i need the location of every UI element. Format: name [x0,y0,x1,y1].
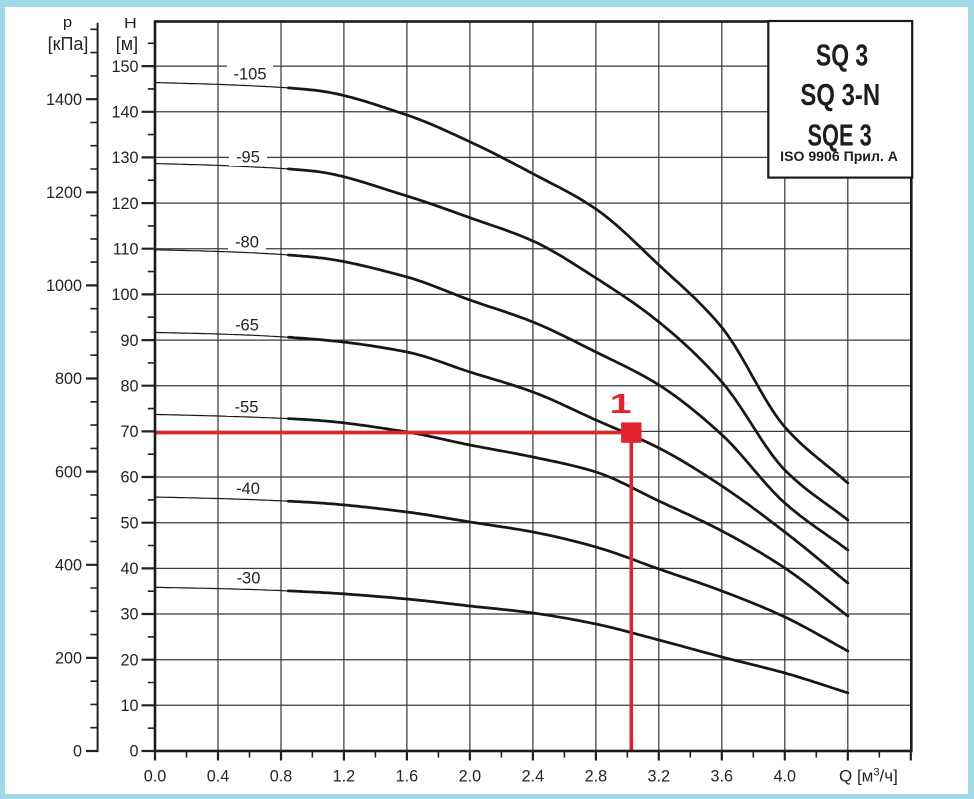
svg-text:40: 40 [120,560,138,578]
svg-text:20: 20 [120,651,138,669]
svg-text:0.8: 0.8 [270,768,293,786]
svg-text:1400: 1400 [46,91,82,109]
svg-text:120: 120 [111,195,138,213]
svg-text:3.6: 3.6 [711,768,734,786]
svg-text:2.8: 2.8 [585,768,608,786]
svg-text:-95: -95 [236,149,260,167]
svg-text:3.2: 3.2 [648,768,671,786]
svg-text:50: 50 [120,514,138,532]
svg-text:70: 70 [120,423,138,441]
svg-text:1.2: 1.2 [333,768,356,786]
svg-text:0: 0 [73,743,82,761]
svg-text:800: 800 [55,370,82,388]
svg-text:p: p [63,15,73,31]
svg-text:H: H [124,16,137,32]
svg-text:-80: -80 [235,234,259,252]
svg-text:600: 600 [55,463,82,481]
svg-text:-105: -105 [233,66,266,84]
svg-text:80: 80 [120,377,138,395]
svg-text:1.6: 1.6 [396,768,419,786]
svg-text:110: 110 [113,240,139,258]
svg-text:-55: -55 [235,399,259,417]
svg-text:1: 1 [610,388,632,419]
svg-text:SQ 3: SQ 3 [816,38,868,73]
svg-text:[кПа]: [кПа] [48,34,89,54]
svg-text:0: 0 [129,743,138,761]
svg-text:100: 100 [111,286,138,304]
svg-text:1200: 1200 [46,184,82,202]
svg-text:ISO 9906 Прил. А: ISO 9906 Прил. А [780,149,898,164]
svg-text:0.0: 0.0 [144,768,167,786]
svg-text:4.0: 4.0 [774,768,797,786]
svg-text:2.4: 2.4 [522,768,545,786]
svg-text:60: 60 [120,469,138,487]
svg-text:150: 150 [111,58,138,76]
svg-text:-65: -65 [235,317,259,335]
svg-text:0.4: 0.4 [207,768,230,786]
svg-text:140: 140 [111,104,138,122]
svg-text:SQ 3-N: SQ 3-N [800,77,880,112]
svg-text:30: 30 [120,606,138,624]
svg-text:130: 130 [111,149,138,167]
svg-text:-30: -30 [237,570,261,588]
svg-text:2.0: 2.0 [459,768,482,786]
svg-text:400: 400 [55,557,82,575]
svg-text:Q [м3/ч]: Q [м3/ч] [839,767,898,786]
svg-text:[м]: [м] [116,34,138,54]
svg-text:200: 200 [55,650,82,668]
svg-text:90: 90 [120,332,138,350]
svg-text:10: 10 [120,697,138,715]
svg-text:SQE 3: SQE 3 [808,117,872,152]
svg-text:-40: -40 [236,480,260,498]
svg-text:1000: 1000 [46,277,82,295]
